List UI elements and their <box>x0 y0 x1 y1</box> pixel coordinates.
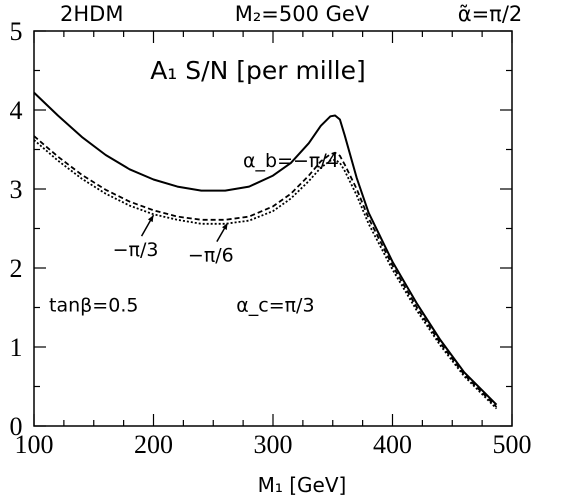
y-tick-label: 2 <box>10 254 23 283</box>
annotation-alpha-b: α_b=−π/4 <box>243 150 339 172</box>
y-tick-label: 3 <box>10 175 23 204</box>
x-tick-label: 300 <box>254 430 293 459</box>
alpha-tilde-label: α̃=π/2 <box>458 2 523 26</box>
curves <box>33 91 498 410</box>
annotation-minus-pi-6: −π/6 <box>188 245 234 267</box>
series-line-minus-pi-6 <box>33 135 498 408</box>
x-tick-label: 400 <box>373 430 412 459</box>
annotations: α_b=−π/4 −π/3 −π/6 tanβ=0.5 α_c=π/3 <box>49 150 339 317</box>
chart-title: A₁ S/N [per mille] <box>150 56 366 85</box>
x-tick-label: 500 <box>493 430 532 459</box>
plot-frame <box>33 30 513 427</box>
annotation-alpha-c: α_c=π/3 <box>236 294 314 316</box>
model-label: 2HDM <box>60 2 123 26</box>
x-tick-label: 200 <box>134 430 173 459</box>
y-tick-labels: 0 1 2 3 4 5 <box>10 17 23 441</box>
y-tick-label: 5 <box>10 17 23 46</box>
annotation-minus-pi-3: −π/3 <box>113 239 159 261</box>
series-line-minus-pi-3 <box>33 139 498 410</box>
annotation-tan-beta: tanβ=0.5 <box>49 294 138 316</box>
x-axis-label: M₁ [GeV] <box>258 473 347 497</box>
annotation-arrowhead <box>222 223 228 230</box>
axis-ticks <box>33 30 513 427</box>
series-line-alpha-b-minus-pi-4 <box>33 91 498 406</box>
y-tick-label: 1 <box>10 333 23 362</box>
mass-label: M₂=500 GeV <box>235 2 370 26</box>
annotation-arrowhead <box>147 215 154 223</box>
x-tick-label: 100 <box>15 430 54 459</box>
y-tick-label: 4 <box>10 96 23 125</box>
y-tick-label: 0 <box>10 412 23 441</box>
x-tick-labels: 100 200 300 400 500 <box>15 430 532 459</box>
